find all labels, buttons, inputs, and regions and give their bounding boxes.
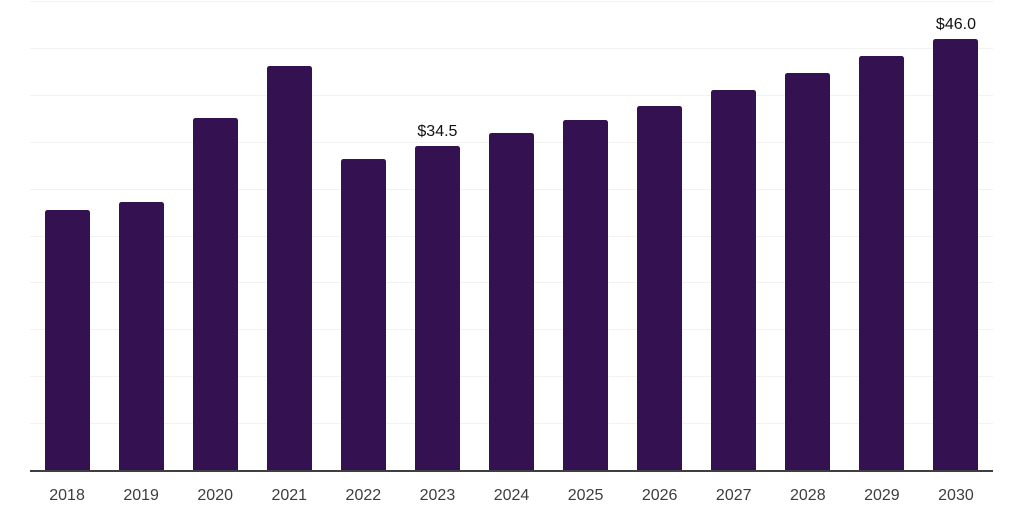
bar-2028 [785, 73, 831, 470]
x-axis-tick-label-2023: 2023 [419, 487, 456, 504]
bar-2029 [859, 56, 905, 470]
x-axis-tick-label-2030: 2030 [938, 487, 974, 504]
x-axis-tick-label-2022: 2022 [345, 487, 382, 504]
bar-value-label-2023: $34.5 [417, 123, 458, 141]
x-axis-tick-label-2029: 2029 [864, 487, 900, 504]
bar-2022 [340, 158, 386, 470]
x-axis-tick-label-2028: 2028 [790, 487, 826, 504]
x-axis-tick-label-2018: 2018 [49, 487, 85, 504]
x-axis-tick-label-2024: 2024 [493, 487, 530, 504]
x-axis-tick-label-2020: 2020 [197, 487, 233, 504]
gridline [30, 94, 993, 96]
bar-2026 [637, 106, 683, 470]
bar-2019 [118, 201, 164, 470]
bar-2030 [933, 38, 979, 470]
x-axis-tick-label-2025: 2025 [567, 487, 604, 504]
bar-2024 [489, 133, 534, 470]
x-axis-tick-label-2026: 2026 [641, 487, 678, 504]
bar-value-label-2030: $46.0 [935, 15, 976, 33]
bar-2021 [266, 65, 312, 470]
gridline [30, 47, 993, 49]
bar-2020 [192, 118, 238, 470]
plot-area: 2018 2019 2020 2021 2022 $34.5 2023 2024 2025 202… [30, 1, 993, 504]
bar-2027 [711, 90, 757, 470]
bar-2018 [44, 210, 90, 470]
bar-2023 [414, 146, 460, 470]
x-axis-tick-label-2019: 2019 [123, 487, 159, 504]
gridline [30, 1, 993, 2]
x-axis-tick-label-2027: 2027 [715, 487, 752, 504]
x-axis-tick-label-2021: 2021 [271, 487, 308, 504]
x-axis-line [30, 470, 993, 472]
bar-2025 [563, 120, 609, 470]
